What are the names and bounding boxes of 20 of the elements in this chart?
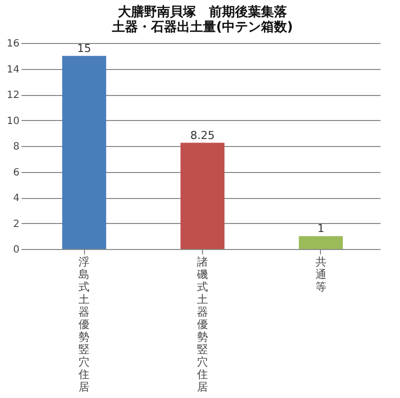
y-tick-label: 4 — [13, 193, 20, 204]
data-label: 1 — [317, 222, 324, 236]
text: 大膳野南貝塚 前期後葉集落 — [118, 5, 287, 20]
text: 土器・石器出土量(中テン箱数) — [112, 20, 293, 35]
category-label: 諸磯式土器優勢竪穴住居 — [197, 256, 208, 394]
data-label: 15 — [77, 42, 92, 55]
y-tick-label: 16 — [6, 38, 20, 50]
y-tick-label: 0 — [13, 244, 20, 256]
bar — [62, 56, 106, 249]
y-tick-label: 8 — [13, 142, 20, 152]
y-tick-label: 2 — [13, 218, 20, 230]
data-label: 8.25 — [190, 128, 215, 142]
x-tick-label: 共通等 — [315, 256, 326, 294]
y-tick-label: 14 — [6, 64, 20, 76]
category-label: 浮島式土器優勢竪穴住居 — [78, 256, 90, 394]
bar — [180, 142, 224, 249]
bar — [298, 236, 343, 249]
y-tick-label: 10 — [6, 116, 20, 127]
y-tick-label: 6 — [13, 167, 20, 178]
y-tick-label: 12 — [6, 90, 20, 101]
